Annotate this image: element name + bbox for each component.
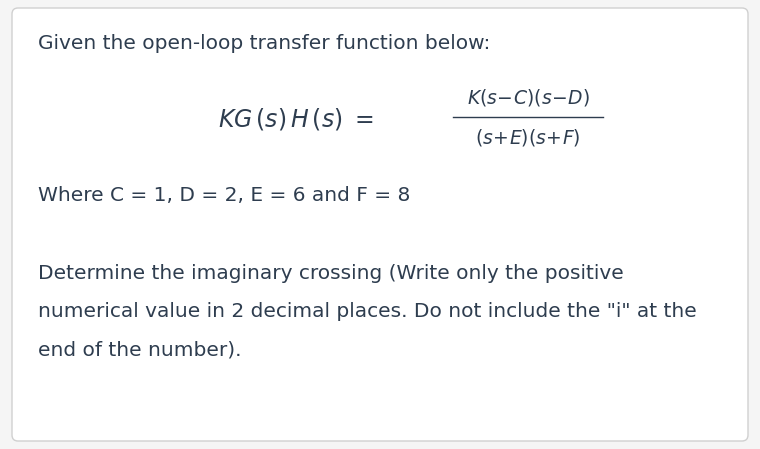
Text: $K(s\!-\!C)(s\!-\!D)$: $K(s\!-\!C)(s\!-\!D)$ bbox=[467, 87, 590, 107]
Text: $(\mathit{s}\!+\!\mathit{E})(\mathit{s}\!+\!\mathit{F})$: $(\mathit{s}\!+\!\mathit{E})(\mathit{s}\… bbox=[475, 128, 581, 149]
Text: numerical value in 2 decimal places. Do not include the "i" at the: numerical value in 2 decimal places. Do … bbox=[38, 302, 697, 321]
Text: $\mathit{KG}\,(\mathit{s})\,\mathit{H}\,(\mathit{s})\ =$: $\mathit{KG}\,(\mathit{s})\,\mathit{H}\,… bbox=[218, 106, 374, 132]
Text: Given the open-loop transfer function below:: Given the open-loop transfer function be… bbox=[38, 34, 490, 53]
Text: Determine the imaginary crossing (Write only the positive: Determine the imaginary crossing (Write … bbox=[38, 264, 624, 283]
Text: Where C = 1, D = 2, E = 6 and F = 8: Where C = 1, D = 2, E = 6 and F = 8 bbox=[38, 186, 410, 205]
Text: end of the number).: end of the number). bbox=[38, 340, 242, 359]
FancyBboxPatch shape bbox=[12, 8, 748, 441]
